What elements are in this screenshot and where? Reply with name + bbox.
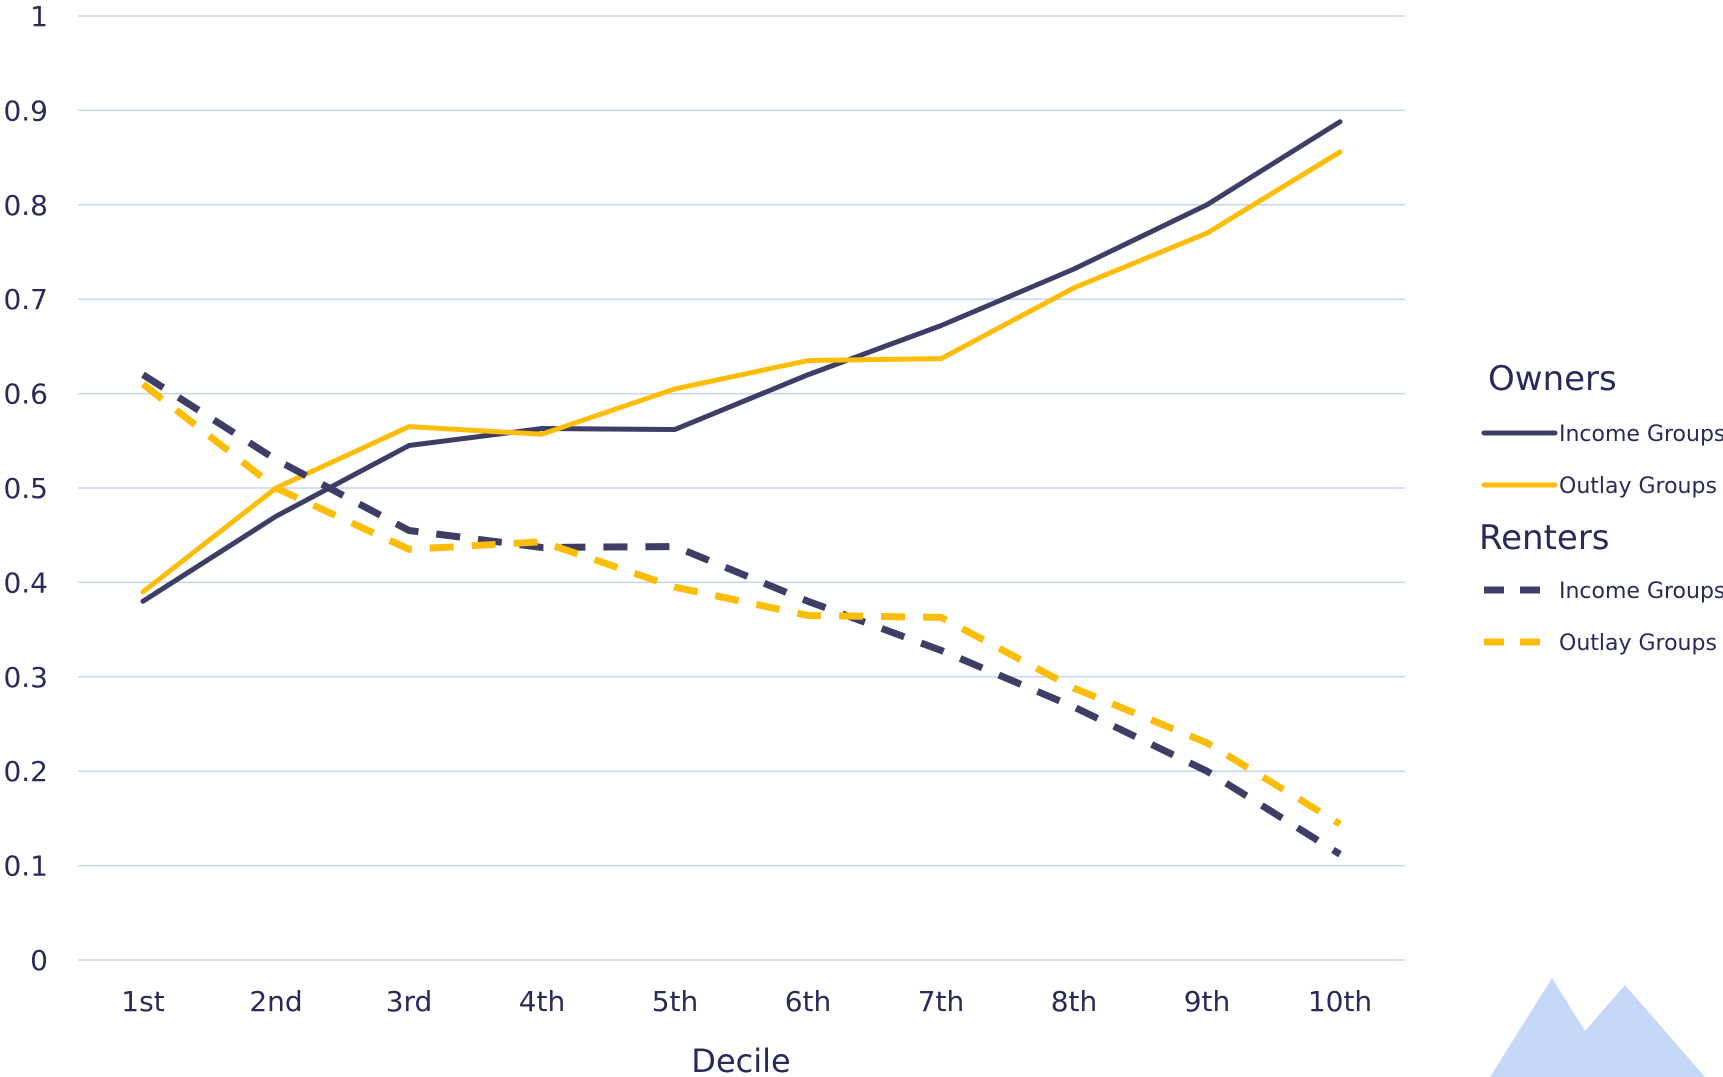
legend-label: Income Groups — [1559, 422, 1723, 447]
series-lines — [140, 119, 1343, 858]
x-axis-title: Decile — [691, 1042, 790, 1077]
legend-group-title: Owners — [1488, 359, 1617, 399]
legend-label: Outlay Groups — [1559, 474, 1717, 499]
y-tick-label: 0.3 — [3, 661, 48, 694]
x-tick-label: 6th — [785, 985, 832, 1018]
x-axis-ticks: 1st 2nd 3rd 4th 5th 6th 7th 8th 9th 10th — [121, 985, 1372, 1018]
x-tick-label: 10th — [1308, 985, 1372, 1018]
series-line-renters-outlay-groups — [140, 381, 1342, 828]
x-tick-label: 5th — [652, 985, 699, 1018]
y-tick-label: 0.9 — [3, 94, 48, 127]
legend-group-title: Renters — [1479, 518, 1610, 558]
series-line-owners-income-groups — [140, 119, 1343, 604]
x-tick-label: 8th — [1051, 985, 1098, 1018]
y-axis-ticks: 0 0.1 0.2 0.3 0.4 0.5 0.6 0.7 0.8 0.9 1 — [3, 0, 48, 977]
legend[interactable]: Owners Income Groups Outlay Groups Renters I… — [1479, 359, 1723, 656]
legend-item[interactable]: Income Groups — [1484, 579, 1723, 604]
legend-group-renters[interactable]: Renters Income Groups Outlay Groups — [1479, 518, 1723, 656]
mountain-logo-icon — [1490, 978, 1705, 1077]
y-tick-label: 0.2 — [3, 755, 48, 788]
y-tick-label: 0.1 — [3, 850, 48, 883]
legend-label: Income Groups — [1559, 579, 1723, 604]
series-line-renters-income-groups — [141, 371, 1342, 858]
y-tick-label: 0 — [30, 944, 48, 977]
x-tick-label: 4th — [519, 985, 566, 1018]
legend-item[interactable]: Outlay Groups — [1484, 631, 1717, 656]
x-tick-label: 3rd — [386, 985, 433, 1018]
x-tick-label: 1st — [121, 985, 164, 1018]
legend-item[interactable]: Income Groups — [1481, 422, 1723, 447]
gridlines — [78, 15, 1405, 961]
y-tick-label: 0.4 — [3, 566, 48, 599]
legend-group-owners[interactable]: Owners Income Groups Outlay Groups — [1481, 359, 1723, 499]
y-tick-label: 0.8 — [3, 189, 48, 222]
y-tick-label: 0.6 — [3, 378, 48, 411]
y-tick-label: 1 — [30, 0, 48, 33]
watermark-peak-right — [1545, 985, 1705, 1077]
x-tick-label: 2nd — [249, 985, 302, 1018]
y-tick-label: 0.7 — [3, 283, 48, 316]
x-tick-label: 9th — [1184, 985, 1231, 1018]
series-line-owners-outlay-groups — [140, 149, 1343, 595]
legend-item[interactable]: Outlay Groups — [1481, 474, 1717, 499]
legend-label: Outlay Groups — [1559, 631, 1717, 656]
x-tick-label: 7th — [918, 985, 965, 1018]
y-tick-label: 0.5 — [3, 472, 48, 505]
